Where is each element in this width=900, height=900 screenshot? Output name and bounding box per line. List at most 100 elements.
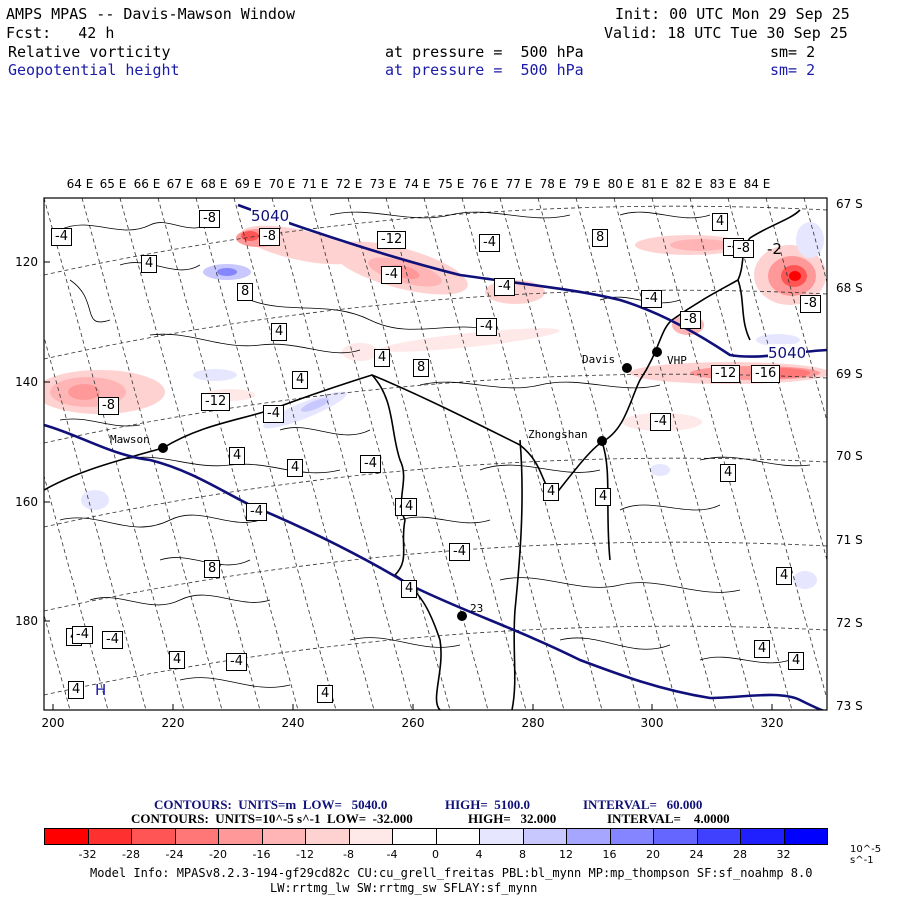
colorbar-tick-label: 32: [776, 848, 791, 861]
x-tick-label: 220: [161, 716, 185, 730]
height-contours: [44, 203, 827, 710]
x-tick-label: 280: [521, 716, 545, 730]
vorticity-contour-label: -4: [476, 318, 497, 336]
longitude-label: 67 E: [166, 177, 194, 191]
vorticity-contour-label: 4: [754, 640, 771, 658]
longitude-label: 77 E: [505, 177, 533, 191]
vorticity-contour-label: -4: [479, 234, 500, 252]
colorbar-tick-label: -32: [78, 848, 97, 861]
colorbar-swatch: [131, 828, 176, 845]
station-label: Mawson: [110, 433, 150, 446]
vorticity-max-label: -2: [767, 240, 782, 258]
vorticity-contour-label: -4: [51, 228, 72, 246]
map-frame: [43, 197, 828, 711]
init-time: Init: 00 UTC Mon 29 Sep 25: [615, 5, 850, 23]
y-tick-label: 180: [15, 614, 38, 628]
longitude-label: 70 E: [268, 177, 296, 191]
station-dot-davis: [622, 363, 632, 373]
model-info-physics: LW:rrtmg_lw SW:rrtmg_sw SFLAY:sf_mynn: [270, 881, 538, 895]
x-tick-label: 320: [760, 716, 784, 730]
height-contour-high: HIGH= 5100.0: [445, 797, 531, 812]
station-dot-23: [457, 611, 467, 621]
vorticity-contour-label: -4: [102, 631, 123, 649]
station-dot-vhp: [652, 347, 662, 357]
colorbar-tick-label: 8: [519, 848, 526, 861]
station-dot-mawson: [158, 443, 168, 453]
forecast-hour: Fcst: 42 h: [6, 24, 115, 42]
colorbar-tick-label: -8: [343, 848, 354, 861]
colorbar-swatch: [653, 828, 698, 845]
latitude-label: 67 S: [836, 197, 863, 211]
field1-name: Relative vorticity: [8, 43, 171, 61]
field1-level: at pressure = 500 hPa: [385, 43, 584, 61]
longitude-label: 74 E: [403, 177, 431, 191]
vorticity-contour-label: 4: [543, 483, 560, 501]
vorticity-contour-label: -8: [733, 240, 754, 258]
colorbar-tick-label: 28: [733, 848, 747, 861]
vorticity-contour-label: 8: [237, 283, 254, 301]
vort-contour-units: CONTOURS: UNITS=10^-5 s^-1 LOW= -32.000: [131, 811, 413, 826]
longitude-label: 79 E: [573, 177, 601, 191]
x-tick-label: 200: [41, 716, 65, 730]
station-markers: [158, 347, 662, 621]
valid-time: Valid: 18 UTC Tue 30 Sep 25: [604, 24, 848, 42]
y-tick-label: 140: [15, 375, 38, 389]
colorbar-tick-label: 20: [646, 848, 660, 861]
vorticity-contour-label: -4: [360, 455, 381, 473]
latitude-label: 69 S: [836, 367, 863, 381]
vorticity-contour-label: 4: [271, 323, 288, 341]
vorticity-contour-label: -4: [494, 278, 515, 296]
vorticity-contour-label: -12: [711, 365, 741, 383]
x-tick-label: 240: [281, 716, 305, 730]
vorticity-contour-label: 4: [141, 255, 158, 273]
height-contour-interval: INTERVAL= 60.000: [583, 797, 703, 812]
x-tick-label: 260: [401, 716, 425, 730]
vorticity-contour-label: -4: [263, 405, 284, 423]
station-label: Zhongshan: [528, 428, 588, 441]
vorticity-contour-label: -8: [800, 295, 821, 313]
station-label: VHP: [667, 354, 687, 367]
longitude-label: 84 E: [743, 177, 771, 191]
colorbar-swatch: [566, 828, 611, 845]
vorticity-contour-label: 4: [229, 447, 246, 465]
model-info: Model Info: MPASv8.2.3-194-gf29cd82c CU:…: [90, 866, 813, 880]
vorticity-contour-label: -4: [246, 503, 267, 521]
station-label: Davis: [582, 353, 616, 366]
vorticity-contour-label: 4: [317, 685, 334, 703]
station-dot-zhongshan: [597, 436, 607, 446]
latitude-label: 72 S: [836, 616, 863, 630]
colorbar-tick-label: 24: [689, 848, 704, 861]
vorticity-contour-label: -4: [650, 413, 671, 431]
map-fields: [44, 198, 827, 710]
vorticity-contour-label: 4: [374, 349, 391, 367]
station-label: 23: [470, 602, 484, 615]
latitude-label: 68 S: [836, 281, 863, 295]
y-tick-label: 120: [15, 255, 38, 269]
longitude-label: 65 E: [99, 177, 127, 191]
vorticity-contour-label: 4: [68, 681, 85, 699]
colorbar-swatch: [174, 828, 219, 845]
latitude-label: 71 S: [836, 533, 863, 547]
vorticity-contour-label: 4: [292, 371, 309, 389]
colorbar-swatch: [348, 828, 393, 845]
colorbar-swatch: [44, 828, 89, 845]
vorticity-contour-label: -4: [641, 290, 662, 308]
longitude-label: 83 E: [709, 177, 737, 191]
colorbar-swatch: [740, 828, 785, 845]
longitude-label: 73 E: [369, 177, 397, 191]
field2-level: at pressure = 500 hPa: [385, 61, 584, 79]
vorticity-contour-label: -4: [72, 626, 93, 644]
longitude-label: 76 E: [471, 177, 499, 191]
map-title: AMPS MPAS -- Davis-Mawson Window: [6, 5, 295, 23]
colorbar-tick-label: -20: [209, 848, 227, 861]
colorbar-unit: 10^-5 s^-1: [850, 844, 882, 866]
longitude-label: 82 E: [675, 177, 703, 191]
latitude-label: 70 S: [836, 449, 863, 463]
vorticity-contour-label: 8: [592, 229, 609, 247]
colorbar-tick-label: -4: [386, 848, 398, 861]
vorticity-contour-label: -8: [680, 311, 701, 329]
vorticity-contour-label: 4: [788, 652, 805, 670]
colorbar-tick-label: 12: [559, 848, 573, 861]
colorbar-swatch: [218, 828, 263, 845]
